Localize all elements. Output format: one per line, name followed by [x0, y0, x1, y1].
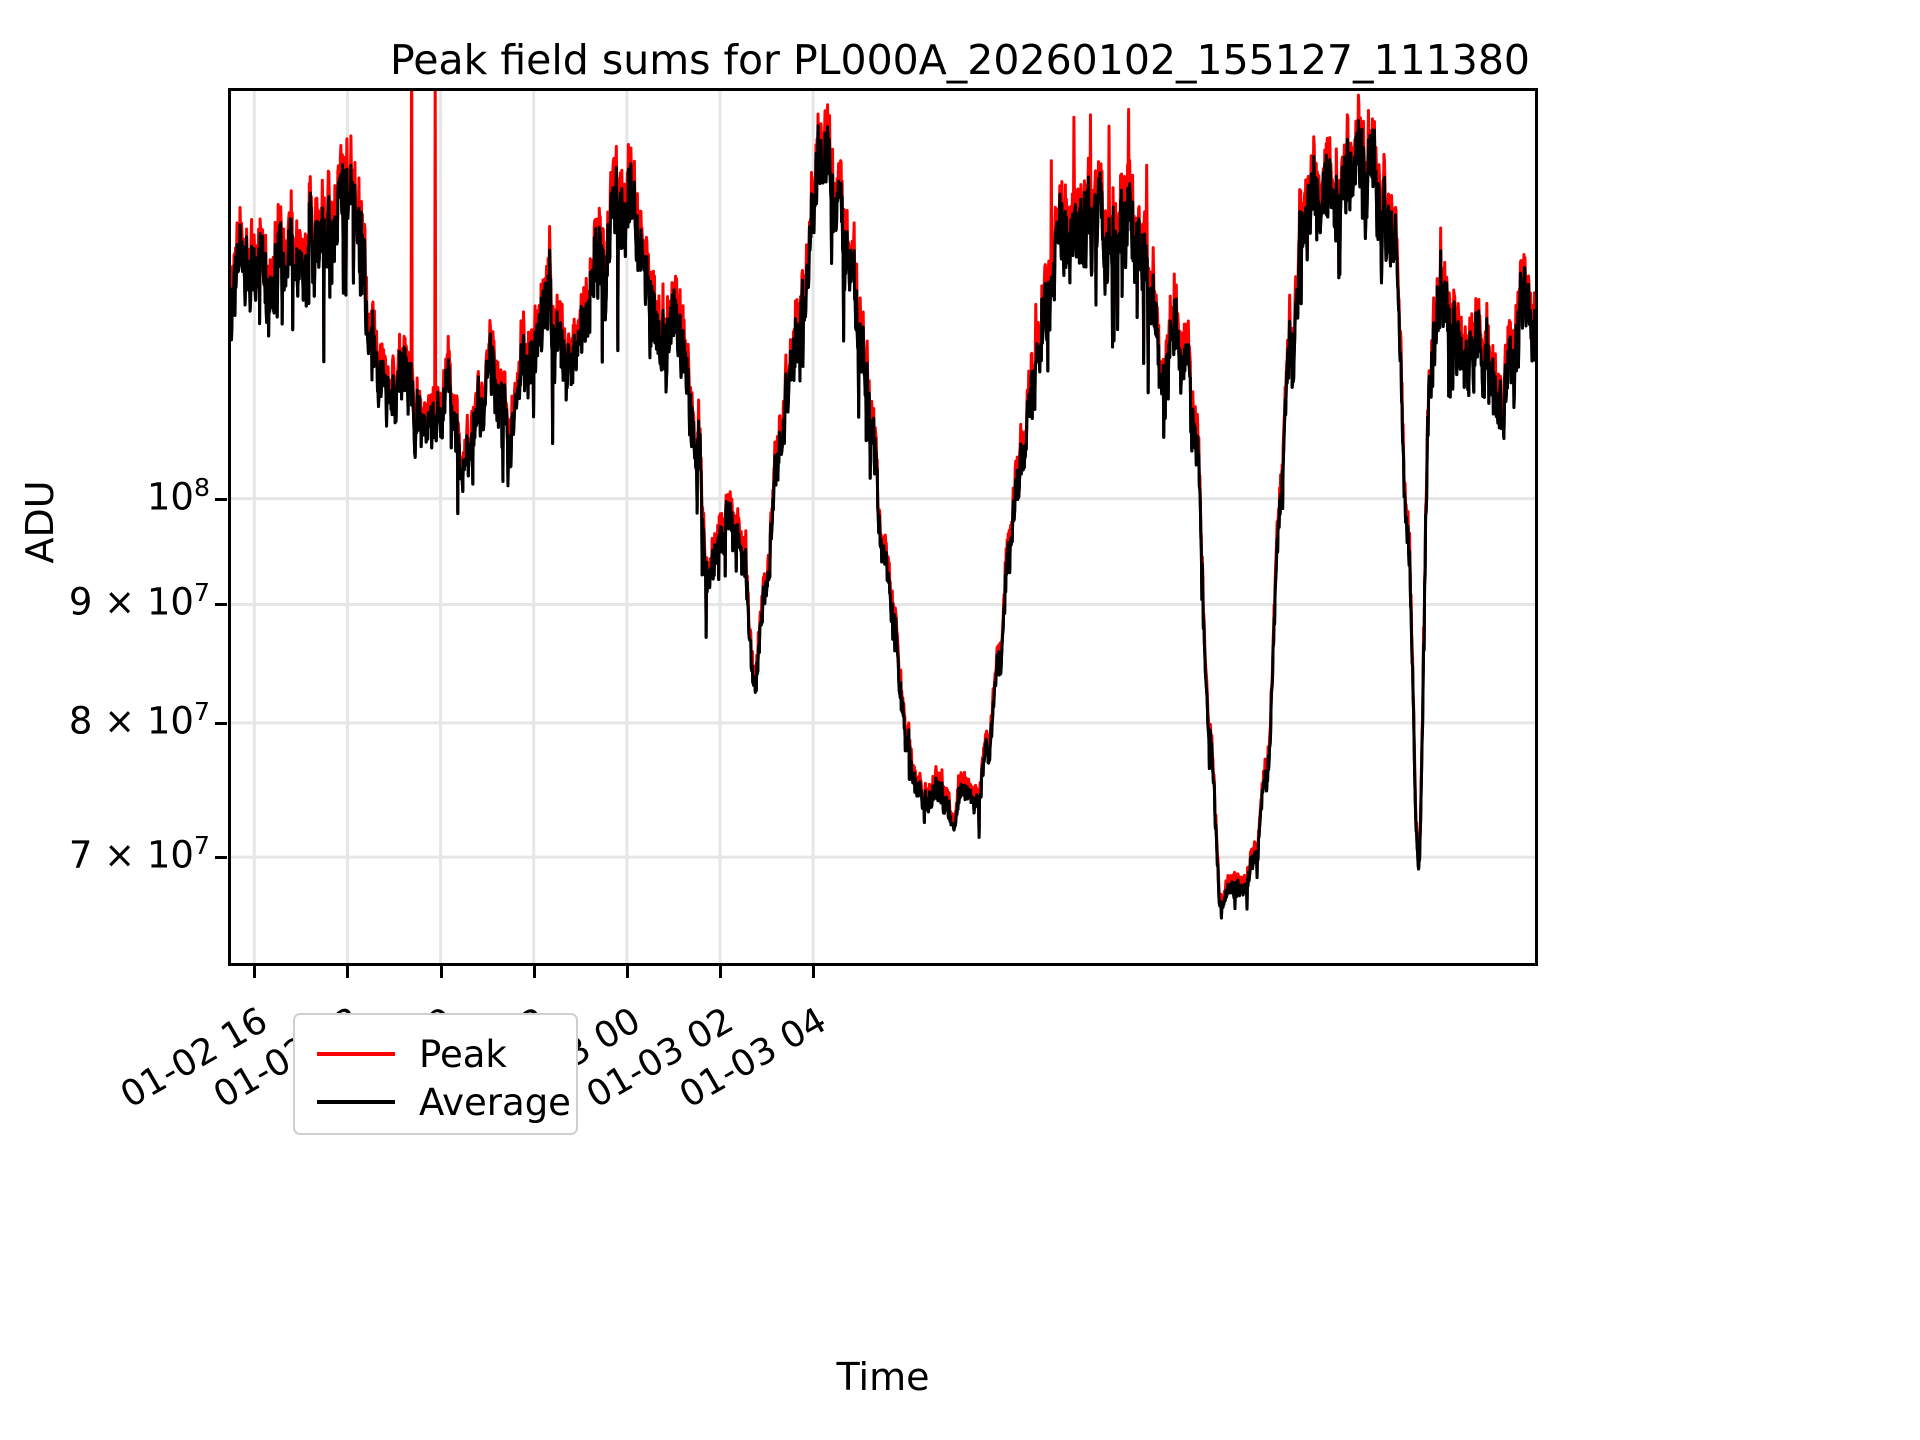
series-line-peak [231, 91, 1535, 916]
legend-entry[interactable]: Average [295, 1077, 580, 1127]
plot-area [228, 88, 1538, 966]
y-tick-mark [215, 603, 227, 607]
series-line-average-overlay [231, 119, 1535, 920]
legend-color-swatch [317, 1052, 395, 1056]
y-tick-exponent: 7 [193, 578, 210, 608]
y-tick-exponent: 8 [193, 472, 210, 502]
legend-entry-label: Average [419, 1080, 571, 1124]
y-tick-mark [215, 497, 227, 501]
x-tick-mark [346, 966, 350, 978]
chart-title: Peak field sums for PL000A_20260102_1551… [389, 36, 1531, 84]
y-tick-mantissa: 9 × 10 [68, 580, 194, 624]
y-tick-label: 108 [0, 473, 210, 518]
y-tick-mantissa: 8 × 10 [68, 699, 194, 743]
y-tick-label: 7 × 107 [0, 831, 210, 876]
x-tick-mark [439, 966, 443, 978]
x-tick-mark [812, 966, 816, 978]
plot-svg [231, 91, 1535, 963]
x-axis-title: Time [836, 1355, 930, 1399]
legend-color-swatch [317, 1100, 395, 1104]
x-tick-mark [253, 966, 257, 978]
y-tick-exponent: 7 [193, 696, 210, 726]
y-tick-mark [215, 856, 227, 860]
y-tick-exponent: 7 [193, 831, 210, 861]
y-tick-mark [215, 721, 227, 725]
x-tick-mark [719, 966, 722, 978]
legend-entry[interactable]: Peak [295, 1029, 580, 1079]
chart-legend[interactable]: Peak Average [293, 1013, 578, 1135]
y-tick-label: 9 × 107 [0, 578, 210, 623]
legend-entry-label: Peak [419, 1032, 507, 1076]
y-tick-mantissa: 7 × 10 [68, 833, 194, 877]
x-tick-mark [625, 966, 629, 978]
y-tick-mantissa: 10 [146, 474, 194, 518]
y-tick-label: 8 × 107 [0, 697, 210, 742]
x-tick-mark [532, 966, 536, 978]
